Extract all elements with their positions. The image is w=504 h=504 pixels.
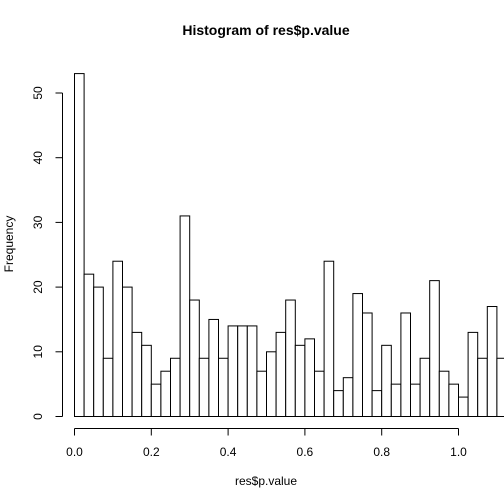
histogram-bar (371, 390, 383, 417)
histogram-bar (256, 370, 267, 417)
histogram-bar (486, 306, 498, 418)
y-tick-label: 30 (31, 215, 45, 229)
histogram-bar (208, 318, 219, 418)
histogram-bar (246, 325, 258, 418)
x-tick-label: 0.4 (220, 445, 237, 459)
histogram-bar (112, 260, 124, 417)
histogram-bar (381, 344, 392, 417)
y-tick-label: 50 (31, 86, 45, 100)
histogram-bar (74, 73, 85, 417)
histogram-bar (304, 338, 315, 417)
x-tick-label: 0.6 (297, 445, 314, 459)
histogram-bar (458, 396, 469, 417)
histogram-bar (285, 299, 296, 418)
histogram-bar (496, 357, 504, 417)
histogram-bar (102, 357, 114, 417)
histogram-bar (160, 370, 171, 417)
x-axis: 0.0 0.2 0.4 0.6 0.8 1.0 (66, 428, 467, 459)
y-tick-label: 0 (31, 413, 45, 420)
y-tick-label: 40 (31, 151, 45, 165)
histogram-bar (170, 357, 181, 417)
y-tick-label: 10 (31, 345, 45, 359)
histogram-bar (83, 273, 95, 417)
x-tick-label: 0.8 (373, 445, 390, 459)
histogram-bar (352, 293, 363, 418)
histogram-bar (150, 383, 162, 417)
histogram-bar (333, 390, 344, 417)
histogram-bars (74, 73, 504, 418)
histogram-bar (390, 383, 402, 417)
histogram-bar (400, 312, 411, 418)
y-axis-label: Frequency (2, 216, 16, 273)
histogram-bar (342, 377, 354, 417)
histogram-bar (467, 331, 479, 418)
histogram-bar (294, 344, 306, 417)
histogram-bar (429, 280, 440, 417)
histogram-bar (410, 383, 421, 417)
histogram-bar (141, 344, 152, 417)
histogram-bar (419, 357, 431, 417)
x-axis-label: res$p.value (235, 474, 297, 488)
histogram-bar (189, 299, 200, 418)
histogram-bar (266, 351, 277, 417)
histogram-bar (179, 215, 191, 417)
histogram-bar (237, 325, 248, 418)
histogram-bar (93, 286, 104, 417)
histogram-bar (448, 383, 459, 417)
histogram-bar (131, 331, 143, 418)
chart-title: Histogram of res$p.value (182, 22, 349, 38)
histogram-bar (362, 312, 373, 418)
histogram-bar (323, 260, 335, 417)
y-axis: 0 10 20 30 40 50 (31, 86, 63, 420)
histogram-bar (198, 357, 210, 417)
histogram-bar (314, 370, 325, 417)
histogram-bar (438, 370, 450, 417)
x-tick-label: 1.0 (450, 445, 467, 459)
histogram-bar (218, 357, 229, 417)
histogram-bar (477, 357, 488, 417)
x-tick-label: 0.0 (66, 445, 83, 459)
histogram-bar (227, 325, 239, 418)
histogram-bar (122, 286, 133, 417)
histogram-bar (275, 331, 287, 418)
y-tick-label: 20 (31, 280, 45, 294)
x-tick-label: 0.2 (143, 445, 160, 459)
